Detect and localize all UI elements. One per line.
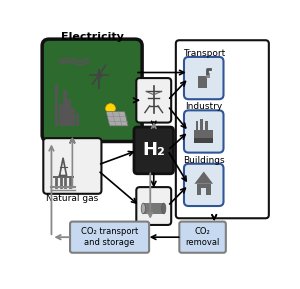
Bar [206,73,210,78]
Bar [67,99,71,126]
Ellipse shape [162,203,166,214]
Polygon shape [106,112,128,126]
Text: Industry: Industry [185,103,222,112]
FancyBboxPatch shape [184,110,224,153]
Bar [198,76,207,88]
Text: Buildings: Buildings [183,156,224,165]
Bar [200,119,203,130]
FancyBboxPatch shape [179,222,226,253]
Text: CO₂ transport
and storage: CO₂ transport and storage [81,227,138,247]
FancyBboxPatch shape [134,127,173,174]
FancyBboxPatch shape [70,222,149,253]
FancyBboxPatch shape [42,39,142,142]
FancyBboxPatch shape [136,187,171,225]
Text: Transport: Transport [183,49,225,58]
Text: CO₂
removal: CO₂ removal [185,227,220,247]
Bar [196,121,198,130]
Ellipse shape [141,203,146,214]
Text: H₂: H₂ [142,141,165,160]
Bar [205,121,208,130]
Bar [194,130,213,142]
Bar [197,184,211,195]
Polygon shape [194,172,213,184]
FancyBboxPatch shape [176,40,269,218]
Text: Electricity: Electricity [61,32,124,42]
Bar [52,175,74,178]
Bar [143,203,164,214]
Bar [63,90,67,126]
Text: Natural gas: Natural gas [46,194,98,203]
Bar [194,138,213,142]
Bar [59,104,63,126]
Bar [201,188,206,195]
FancyBboxPatch shape [43,138,101,194]
Bar [76,113,79,126]
FancyBboxPatch shape [136,78,171,123]
FancyBboxPatch shape [184,57,224,99]
FancyBboxPatch shape [184,164,224,206]
Bar [55,84,58,126]
Bar [71,108,75,126]
